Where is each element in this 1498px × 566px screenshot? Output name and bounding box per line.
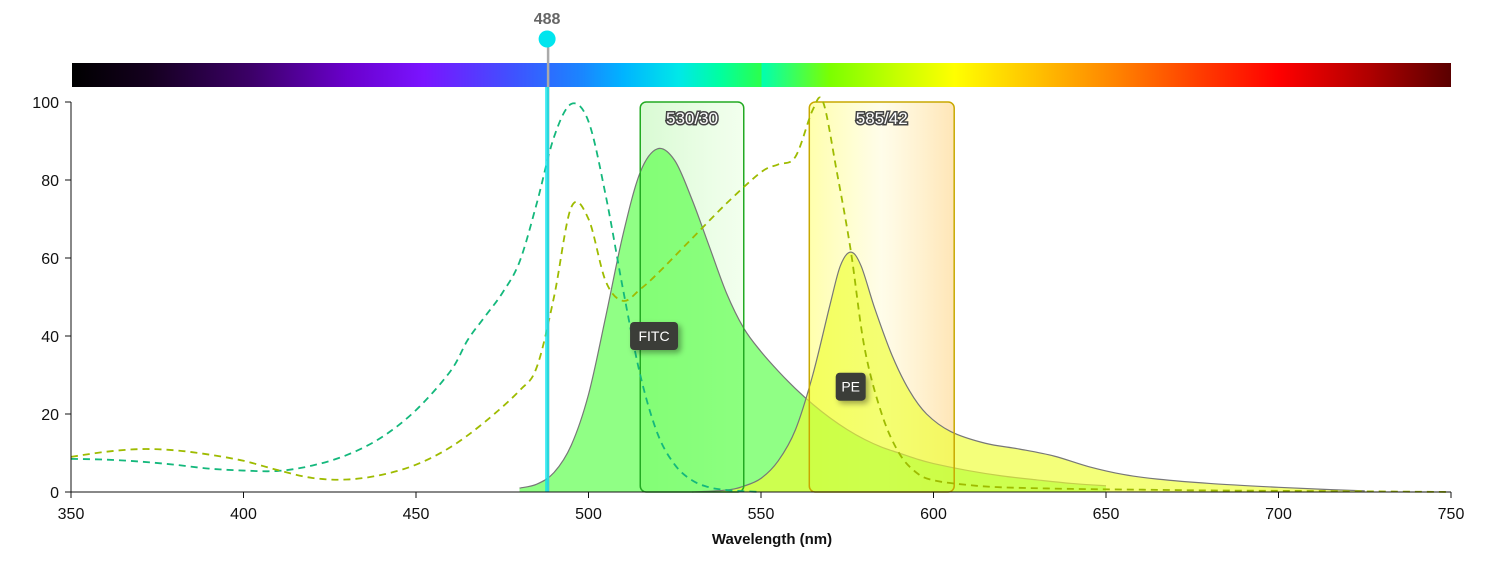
- fitc-label-box: [630, 322, 679, 350]
- x-tick-label-400: 400: [230, 506, 257, 523]
- pe-emission-area[interactable]: [692, 252, 1365, 492]
- pe-emission-outline: [691, 251, 1365, 493]
- emission-area-layer: [519, 147, 1365, 493]
- y-tick-label-100: 100: [32, 95, 59, 112]
- fitc-label[interactable]: FITC: [630, 322, 679, 350]
- pe-label[interactable]: PE: [835, 372, 866, 401]
- laser-handle[interactable]: [538, 30, 556, 48]
- laser-marker[interactable]: 488: [534, 11, 561, 492]
- y-tick-label-20: 20: [41, 407, 59, 424]
- filter-label-585-42: 585/42: [856, 109, 908, 128]
- x-tick-label-450: 450: [403, 506, 430, 523]
- x-tick-label-500: 500: [575, 506, 602, 523]
- x-axis-ticks: 350 400 450 500 550 600 650 700 750: [58, 492, 1465, 523]
- y-tick-label-40: 40: [41, 329, 59, 346]
- pe-label-text: PE: [841, 379, 860, 395]
- filter-label-530-30: 530/30: [666, 109, 718, 128]
- y-tick-label-0: 0: [50, 485, 59, 502]
- x-tick-label-350: 350: [58, 506, 85, 523]
- pe-label-box: [835, 372, 866, 401]
- spectrum-bar: [72, 63, 1451, 87]
- x-tick-label-700: 700: [1265, 506, 1292, 523]
- x-axis-title: Wavelength (nm): [712, 531, 832, 548]
- y-tick-label-80: 80: [41, 173, 59, 190]
- fitc-label-text: FITC: [638, 328, 669, 344]
- x-tick-label-750: 750: [1438, 506, 1465, 523]
- x-tick-label-600: 600: [920, 506, 947, 523]
- fitc-excitation-line[interactable]: [70, 102, 762, 493]
- pe-excitation-line[interactable]: [70, 96, 1452, 493]
- laser-wavelength-label: 488: [534, 11, 561, 28]
- x-tick-label-650: 650: [1093, 506, 1120, 523]
- dye-label-layer: FITC PE: [630, 322, 866, 401]
- y-tick-label-60: 60: [41, 251, 59, 268]
- y-axis-ticks: 0 20 40 60 80 100: [32, 95, 71, 502]
- x-tick-label-550: 550: [748, 506, 775, 523]
- excitation-line-layer: [70, 96, 1452, 493]
- fitc-emission-area[interactable]: [519, 148, 1107, 492]
